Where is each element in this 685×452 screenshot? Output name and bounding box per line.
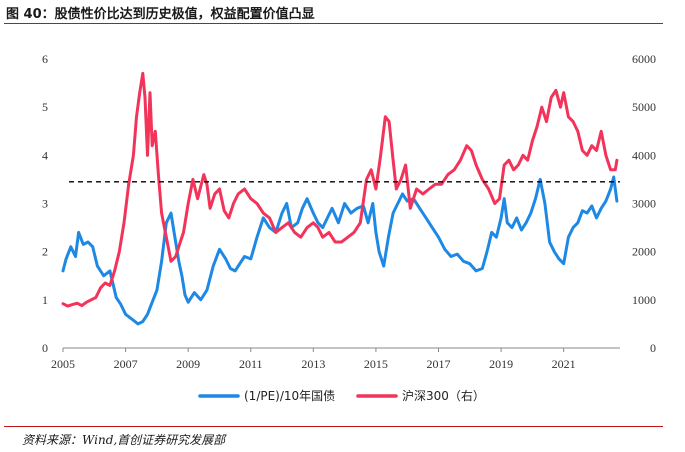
x-tick-label: 2021 <box>552 357 576 371</box>
y-left-tick-label: 6 <box>42 52 48 66</box>
y-left-tick-label: 1 <box>42 293 48 307</box>
source-note: 资料来源：Wind,首创证券研究发展部 <box>22 433 226 447</box>
y-right-tick-label: 3000 <box>632 197 656 211</box>
y-left-tick-label: 4 <box>42 148 48 162</box>
y-right-tick-label: 0 <box>650 341 656 355</box>
series-line-1 <box>61 175 619 326</box>
x-tick-label: 2015 <box>364 357 388 371</box>
line-chart: 2005 2007 2009 2011 2013 2015 2017 2019 2021 0 1 2 3… <box>42 52 656 403</box>
x-tick-label: 2011 <box>239 357 263 371</box>
x-tick-label: 2019 <box>489 357 513 371</box>
legend-label-series-1: (1/PE)/10年国债 <box>244 389 335 403</box>
legend-label-series-2: 沪深300（右） <box>402 388 485 403</box>
y-left-tick-label: 0 <box>42 341 48 355</box>
y-right-tick-label: 4000 <box>632 148 656 162</box>
footer-divider <box>4 426 663 427</box>
y-right-tick-label: 6000 <box>632 52 656 66</box>
chart-axes: 2005 2007 2009 2011 2013 2015 2017 2019 2021 0 1 2 3… <box>42 52 656 371</box>
series-line-2 <box>61 71 619 308</box>
page-title: 图 40：股债性价比达到历史极值，权益配置价值凸显 <box>6 7 315 22</box>
x-tick-label: 2013 <box>301 357 325 371</box>
title-divider <box>4 23 663 24</box>
y-right-tick-label: 2000 <box>632 245 656 259</box>
y-left-tick-label: 5 <box>42 100 48 114</box>
x-tick-label: 2007 <box>114 357 138 371</box>
x-tick-label: 2017 <box>427 357 451 371</box>
x-tick-label: 2005 <box>51 357 75 371</box>
series-layer <box>61 71 620 326</box>
y-left-tick-label: 3 <box>42 197 48 211</box>
y-right-tick-label: 1000 <box>632 293 656 307</box>
y-left-tick-label: 2 <box>42 245 48 259</box>
x-tick-label: 2009 <box>176 357 200 371</box>
chart-legend: (1/PE)/10年国债 沪深300（右） <box>198 388 485 403</box>
y-right-tick-label: 5000 <box>632 100 656 114</box>
